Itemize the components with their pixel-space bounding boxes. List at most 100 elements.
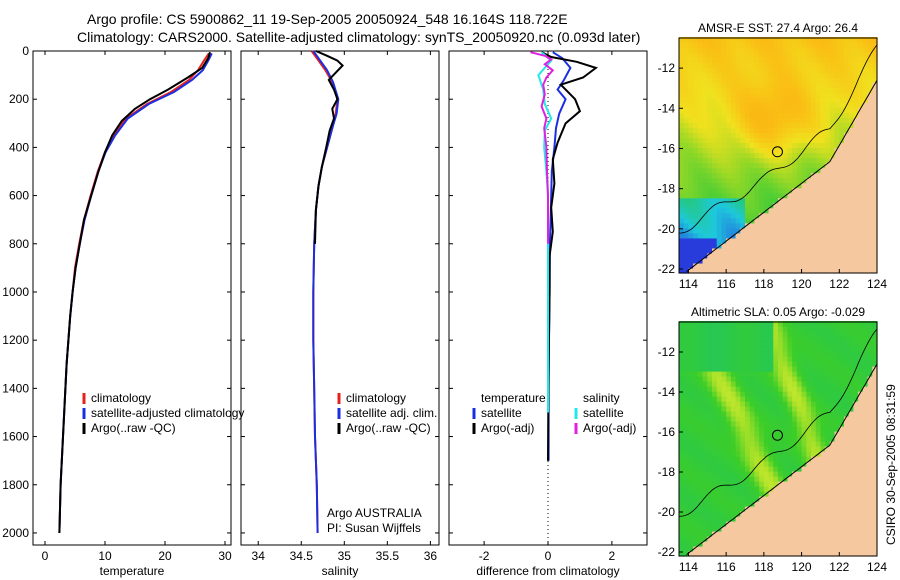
map-cell bbox=[820, 441, 826, 447]
map-cell bbox=[730, 536, 737, 542]
map-cell bbox=[773, 356, 779, 362]
map-cell bbox=[862, 117, 869, 123]
map-cell bbox=[862, 441, 869, 447]
map-cell bbox=[825, 341, 831, 347]
map-cell bbox=[801, 371, 807, 377]
map-cell bbox=[806, 217, 812, 224]
map-cell bbox=[730, 242, 737, 249]
map-cell bbox=[829, 466, 836, 472]
map-cell bbox=[825, 501, 831, 507]
map-cell bbox=[815, 421, 822, 427]
map-cell bbox=[763, 321, 770, 327]
map-cell bbox=[749, 356, 756, 362]
map-cell bbox=[806, 481, 812, 487]
map-cell bbox=[829, 446, 836, 452]
map-cell bbox=[872, 381, 878, 387]
map-cell bbox=[839, 47, 845, 53]
map-cell bbox=[730, 202, 737, 209]
map-cell bbox=[820, 112, 826, 118]
map-cell bbox=[820, 267, 826, 274]
map-cell bbox=[749, 386, 756, 392]
map-cell bbox=[697, 386, 704, 392]
map-cell bbox=[862, 142, 869, 149]
map-cell bbox=[702, 486, 708, 492]
map-cell bbox=[825, 82, 831, 88]
map-cell bbox=[867, 122, 873, 128]
map-cell bbox=[778, 117, 784, 123]
map-cell bbox=[730, 172, 737, 179]
map-cell bbox=[848, 471, 855, 477]
figure-title-line2: Climatology: CARS2000. Satellite-adjuste… bbox=[77, 29, 641, 45]
map-cell bbox=[745, 371, 751, 377]
map-cell bbox=[716, 132, 723, 139]
map-cell bbox=[749, 346, 756, 352]
map-cell bbox=[811, 117, 817, 123]
map-cell bbox=[712, 531, 718, 537]
map-cell bbox=[853, 262, 859, 269]
map-cell bbox=[730, 107, 737, 113]
map-cell bbox=[763, 112, 770, 118]
map-cell bbox=[787, 426, 793, 432]
map-cell bbox=[829, 521, 836, 527]
map-cell bbox=[735, 92, 741, 98]
map-cell bbox=[749, 77, 756, 83]
map-cell bbox=[872, 506, 878, 512]
map-cell bbox=[679, 381, 685, 387]
map-cell bbox=[763, 426, 770, 432]
map-cell bbox=[730, 247, 737, 254]
map-cell bbox=[721, 62, 727, 68]
map-cell bbox=[792, 346, 798, 352]
map-cell bbox=[820, 486, 826, 492]
map-cell bbox=[740, 386, 746, 392]
map-cell bbox=[848, 476, 855, 482]
map-cell bbox=[697, 192, 704, 199]
map-cell bbox=[707, 247, 713, 254]
map-cell bbox=[844, 47, 850, 53]
map-cell bbox=[848, 37, 855, 43]
map-cell bbox=[702, 321, 708, 327]
map-cell bbox=[862, 167, 869, 174]
map-cell bbox=[749, 506, 756, 512]
map-cell bbox=[693, 536, 699, 542]
map-cell bbox=[735, 172, 741, 179]
map-cell bbox=[858, 491, 864, 497]
map-cell bbox=[749, 536, 756, 542]
map-cell bbox=[683, 426, 690, 432]
map-cell bbox=[872, 466, 878, 472]
map-cell bbox=[778, 481, 784, 487]
map-cell bbox=[721, 391, 727, 397]
map-cell bbox=[688, 526, 694, 532]
map-cell bbox=[811, 182, 817, 189]
map-cell bbox=[702, 456, 708, 462]
map-cell bbox=[853, 491, 859, 497]
map-cell bbox=[679, 376, 685, 382]
map-cell bbox=[702, 162, 708, 169]
map-cell bbox=[834, 421, 840, 427]
map-cell bbox=[806, 147, 812, 154]
map-cell bbox=[768, 62, 774, 68]
map-cell bbox=[773, 202, 779, 209]
map-cell bbox=[759, 406, 765, 412]
map-cell bbox=[801, 267, 807, 274]
map-cell bbox=[848, 232, 855, 239]
map-cell bbox=[707, 491, 713, 497]
map-cell bbox=[872, 237, 878, 244]
map-cell bbox=[829, 346, 836, 352]
map-cell bbox=[763, 212, 770, 219]
map-cell bbox=[815, 416, 822, 422]
map-cell bbox=[848, 267, 855, 274]
map-cell bbox=[745, 222, 751, 229]
map-cell bbox=[834, 222, 840, 229]
map-cell bbox=[787, 471, 793, 477]
map-cell bbox=[778, 267, 784, 274]
map-cell bbox=[787, 197, 793, 204]
map-cell bbox=[853, 217, 859, 224]
map-cell bbox=[745, 351, 751, 357]
map-cell bbox=[778, 471, 784, 477]
map-cell bbox=[815, 92, 822, 98]
map-cell bbox=[782, 67, 789, 73]
map-cell bbox=[853, 252, 859, 259]
map-cell bbox=[726, 416, 732, 422]
map-cell bbox=[801, 77, 807, 83]
map-cell bbox=[693, 546, 699, 552]
